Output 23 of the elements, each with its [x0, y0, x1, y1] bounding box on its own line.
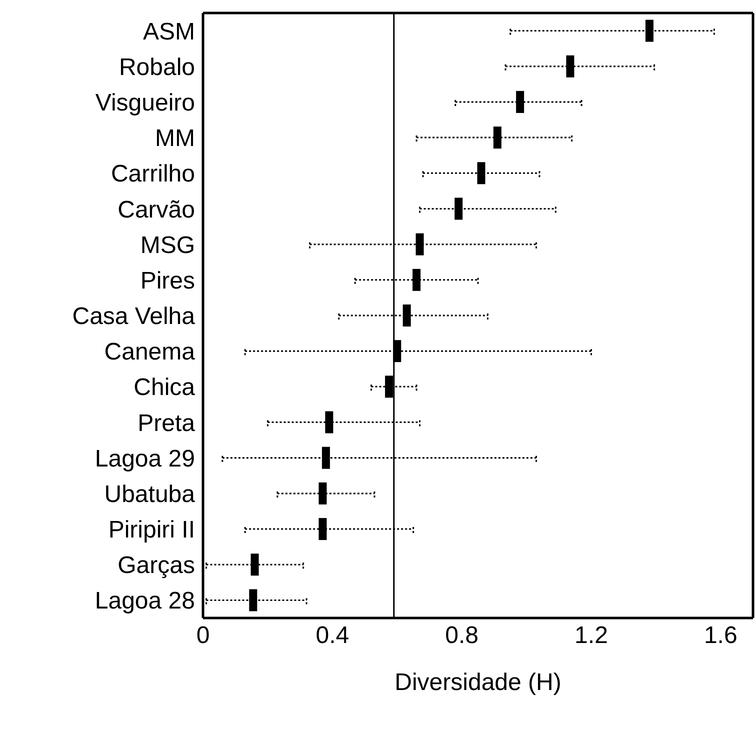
- x-tick-label: 0.4: [316, 622, 350, 650]
- y-tick-label: Visgueiro: [95, 89, 195, 116]
- x-tick-label: 1.6: [704, 622, 738, 650]
- x-tick-label: 1.2: [574, 622, 608, 650]
- y-tick-label: Chica: [134, 374, 196, 402]
- y-tick-label: Ubatuba: [104, 480, 196, 508]
- y-tick-label: Lagoa 28: [94, 588, 195, 615]
- y-tick-label: MM: [155, 125, 195, 152]
- y-tick-label: Carvão: [118, 196, 195, 224]
- y-tick-label: Lagoa 29: [94, 445, 195, 472]
- y-tick-label: ASM: [142, 18, 195, 46]
- y-tick-label: Pires: [140, 267, 195, 294]
- y-tick-label: Canema: [104, 338, 196, 366]
- x-axis-title: Diversidade (H): [394, 669, 562, 696]
- y-tick-label: MSG: [140, 232, 195, 259]
- y-tick-label: Casa Velha: [72, 303, 196, 330]
- x-tick-label: 0: [196, 622, 210, 650]
- y-tick-label: Garças: [118, 552, 195, 580]
- y-tick-label: Carrilho: [110, 160, 195, 188]
- y-tick-label: Robalo: [118, 54, 195, 81]
- y-tick-label: Piripiri II: [108, 516, 195, 544]
- x-tick-label: 0.8: [445, 622, 479, 650]
- y-tick-label: Preta: [138, 410, 196, 437]
